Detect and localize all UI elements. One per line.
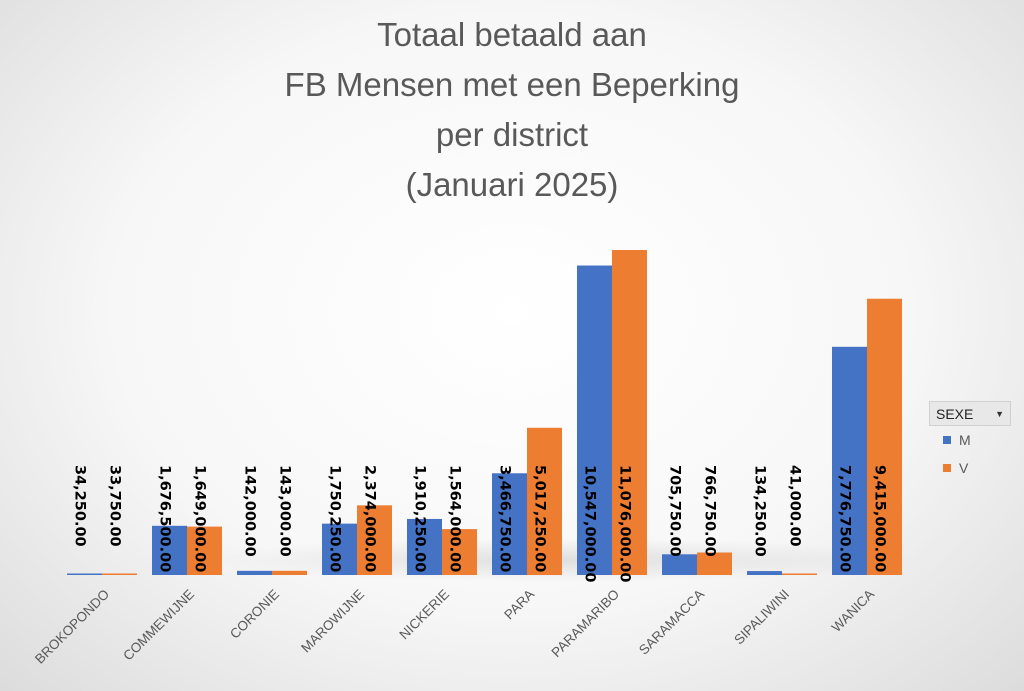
data-label-m-para: 3,466,750.00 xyxy=(497,465,513,572)
bar-m-brokopondo[interactable] xyxy=(67,573,102,576)
category-axis: BROKOPONDO COMMEWIJNE CORONIE MAROWIJNE NICK… xyxy=(32,587,877,667)
bar-m-para[interactable] xyxy=(492,473,527,575)
chart-title: Totaal betaald aan FB Mensen met een Bepe… xyxy=(285,16,740,203)
bar-m-paramaribo[interactable] xyxy=(577,265,612,575)
data-label-v-saramacca: 766,750.00 xyxy=(702,465,718,557)
data-label-v-brokopondo: 33,750.00 xyxy=(107,465,123,547)
data-label-v-paramaribo: 11,076,000.00 xyxy=(617,465,633,582)
legend-label-v: V xyxy=(959,460,969,476)
category-label-coronie: CORONIE xyxy=(227,587,282,642)
bar-v-sipaliwini[interactable] xyxy=(782,573,817,576)
data-label-v-wanica: 9,415,000.00 xyxy=(872,465,888,572)
bar-v-marowijne[interactable] xyxy=(357,505,392,575)
data-labels: 34,250.00 33,750.00 1,676,500.00 1,649,000.… xyxy=(72,465,888,582)
legend-swatch-v xyxy=(943,464,951,472)
bar-m-sipaliwini[interactable] xyxy=(747,571,782,575)
legend-item-m[interactable]: M xyxy=(929,426,1011,454)
bar-m-wanica[interactable] xyxy=(832,346,867,575)
bar-m-saramacca[interactable] xyxy=(662,554,697,575)
data-label-m-nickerie: 1,910,250.00 xyxy=(412,465,428,572)
bar-v-commewijne[interactable] xyxy=(187,526,222,575)
bar-v-coronie[interactable] xyxy=(272,570,307,575)
bar-m-marowijne[interactable] xyxy=(322,523,357,575)
data-label-m-marowijne: 1,750,250.00 xyxy=(327,465,343,572)
category-label-commewijne: COMMEWIJNE xyxy=(120,587,197,664)
category-label-brokopondo: BROKOPONDO xyxy=(32,587,112,667)
chart-title-line-4: (Januari 2025) xyxy=(406,166,619,203)
data-label-m-coronie: 142,000.00 xyxy=(242,465,258,557)
data-label-m-wanica: 7,776,750.00 xyxy=(837,465,853,572)
chart-title-line-1: Totaal betaald aan xyxy=(377,16,647,53)
bar-m-coronie[interactable] xyxy=(237,570,272,575)
chart-title-line-3: per district xyxy=(436,116,588,153)
data-label-v-para: 5,017,250.00 xyxy=(532,465,548,572)
data-label-m-commewijne: 1,676,500.00 xyxy=(157,465,173,572)
data-label-m-paramaribo: 10,547,000.00 xyxy=(582,465,598,582)
chart-title-line-2: FB Mensen met een Beperking xyxy=(285,66,740,103)
data-label-v-sipaliwini: 41,000.00 xyxy=(787,465,803,547)
bar-m-commewijne[interactable] xyxy=(152,525,187,575)
bar-v-wanica[interactable] xyxy=(867,298,902,575)
category-label-para: PARA xyxy=(501,587,537,623)
data-label-v-coronie: 143,000.00 xyxy=(277,465,293,557)
bar-v-para[interactable] xyxy=(527,427,562,575)
bar-v-paramaribo[interactable] xyxy=(612,250,647,575)
legend-title: SEXE xyxy=(936,405,974,422)
bar-v-saramacca[interactable] xyxy=(697,552,732,575)
category-label-marowijne: MAROWIJNE xyxy=(298,587,367,656)
category-label-paramaribo: PARAMARIBO xyxy=(549,587,623,661)
legend-filter-button[interactable]: SEXE ▼ xyxy=(929,401,1011,426)
data-label-m-sipaliwini: 134,250.00 xyxy=(752,465,768,557)
legend-item-v[interactable]: V xyxy=(929,454,1011,482)
data-label-m-saramacca: 705,750.00 xyxy=(667,465,683,557)
category-label-nickerie: NICKERIE xyxy=(396,587,452,643)
bar-v-brokopondo[interactable] xyxy=(102,573,137,576)
data-label-v-commewijne: 1,649,000.00 xyxy=(192,465,208,572)
category-label-wanica: WANICA xyxy=(829,587,877,635)
bar-v-nickerie[interactable] xyxy=(442,529,477,575)
data-label-v-nickerie: 1,564,000.00 xyxy=(447,465,463,572)
chevron-down-icon[interactable]: ▼ xyxy=(995,408,1004,419)
category-label-sipaliwini: SIPALIWINI xyxy=(731,587,792,648)
legend-swatch-m xyxy=(943,436,951,444)
legend-label-m: M xyxy=(959,432,971,448)
data-label-v-marowijne: 2,374,000.00 xyxy=(362,465,378,572)
legend: SEXE ▼ M V xyxy=(929,401,1011,482)
bars xyxy=(67,250,920,582)
data-label-m-brokopondo: 34,250.00 xyxy=(72,465,88,547)
bar-m-nickerie[interactable] xyxy=(407,518,442,575)
category-label-saramacca: SARAMACCA xyxy=(636,587,707,658)
